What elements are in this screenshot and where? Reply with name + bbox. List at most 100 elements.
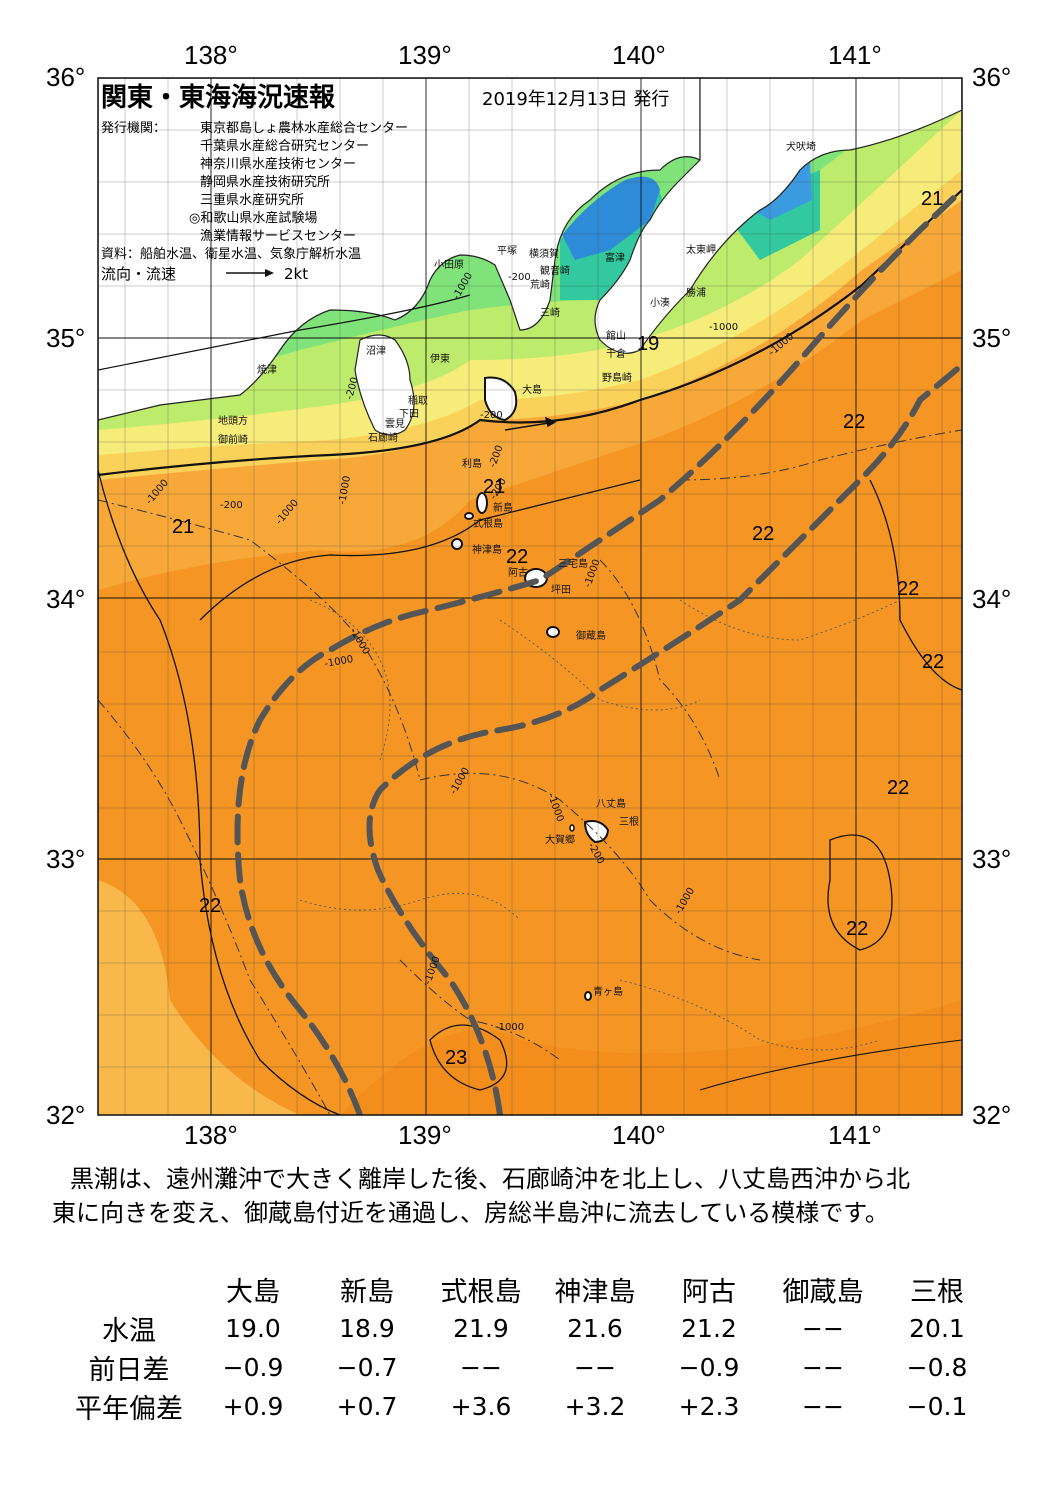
issuer: 漁業情報サービスセンター: [200, 228, 356, 244]
place-label: 富津: [605, 251, 625, 264]
table-cell: −−: [460, 1353, 502, 1382]
table-cell: +3.2: [564, 1392, 626, 1421]
place-label: 横須賀: [529, 247, 559, 260]
place-label: 稲取: [408, 395, 428, 407]
table-cell: −0.9: [222, 1353, 284, 1382]
depth-label: -1000: [495, 1022, 524, 1033]
latitude-label: 32°: [972, 1100, 1012, 1130]
place-label: 千倉: [606, 347, 626, 360]
isotherm-label: 22: [887, 777, 909, 799]
place-label: 利島: [462, 457, 482, 470]
issuer: 神奈川県水産技術センター: [200, 156, 356, 172]
longitude-label: 141°: [828, 40, 882, 70]
isotherm-label: 21: [483, 476, 505, 498]
place-label: 雲見: [385, 418, 405, 430]
place-label: 伊東: [430, 352, 450, 365]
latitude-label: 36°: [972, 62, 1012, 92]
table-cell: +0.9: [222, 1392, 284, 1421]
current-scale-value: 2kt: [284, 265, 308, 283]
isotherm-label: 19: [637, 333, 659, 355]
table-cell: −0.9: [678, 1353, 740, 1382]
place-label: 観音崎: [540, 264, 570, 277]
longitude-label: 138°: [184, 40, 238, 70]
table-cell: −−: [574, 1353, 616, 1382]
table-cell: +0.7: [336, 1392, 398, 1421]
table-cell: 20.1: [909, 1314, 965, 1343]
issuer: 千葉県水産総合研究センター: [200, 138, 369, 154]
table-row: 平年偏差 +0.9 +0.7 +3.6 +3.2 +2.3 −− −0.1: [62, 1387, 994, 1426]
table-cell: −0.8: [906, 1353, 968, 1382]
table-cell: +2.3: [678, 1392, 740, 1421]
place-label: 館山: [606, 329, 626, 342]
column-header: 御蔵島: [782, 1277, 864, 1308]
depth-label: -200: [220, 500, 243, 511]
place-label: 小湊: [650, 296, 670, 309]
oshima-island: [484, 376, 518, 422]
table-cell: −−: [802, 1314, 844, 1343]
data-sources: 資料：船舶水温、衛星水温、気象庁解析水温: [101, 246, 361, 262]
place-label: 阿古: [508, 566, 528, 579]
table-cell: −0.7: [336, 1353, 398, 1382]
place-label: 石廊崎: [368, 431, 398, 444]
place-label: 荒崎: [530, 278, 550, 291]
isotherm-label: 22: [846, 918, 868, 940]
table-cell: −−: [802, 1392, 844, 1421]
issue-date: 2019年12月13日 発行: [482, 89, 669, 110]
table-row: 前日差 −0.9 −0.7 −− −− −0.9 −− −0.8: [62, 1348, 994, 1387]
isotherm-label: 22: [199, 895, 221, 917]
isotherm-label: 23: [445, 1047, 467, 1069]
description-line: 黒潮は、遠州灘沖で大きく離岸した後、石廊崎沖を北上し、八丈島西沖から北: [70, 1165, 910, 1193]
place-label: 三宅島: [558, 557, 588, 570]
sea-temperature-map: 関東・東海海況速報 2019年12月13日 発行 発行機関： 東京都島しょ農林水…: [97, 77, 963, 1116]
place-label: 平塚: [497, 245, 517, 257]
place-label: 八丈島: [596, 797, 626, 810]
place-label: 御蔵島: [576, 629, 606, 642]
table-cell: 21.2: [681, 1314, 737, 1343]
depth-label: -1000: [337, 475, 353, 506]
place-label: 勝浦: [686, 286, 706, 299]
latitude-label: 34°: [972, 584, 1012, 614]
table-cell: −−: [802, 1353, 844, 1382]
longitude-label: 139°: [398, 1120, 452, 1150]
latitude-label: 36°: [46, 62, 86, 92]
column-header: 神津島: [554, 1277, 636, 1308]
table-row: 水温 19.0 18.9 21.9 21.6 21.2 −− 20.1: [62, 1309, 994, 1348]
latitude-label: 33°: [972, 844, 1012, 874]
latitude-label: 35°: [972, 323, 1012, 353]
longitude-label: 138°: [184, 1120, 238, 1150]
place-label: 地頭方: [218, 414, 248, 427]
place-label: 野島崎: [602, 371, 632, 384]
description-line: 東に向きを変え、御蔵島付近を通過し、房総半島沖に流去している模様です。: [52, 1199, 889, 1227]
table-cell: 19.0: [225, 1314, 281, 1343]
place-label: 式根島: [473, 517, 503, 530]
place-label: 沼津: [366, 344, 386, 357]
longitude-label: 140°: [612, 1120, 666, 1150]
table-cell: −0.1: [906, 1392, 968, 1421]
isotherm-label: 21: [172, 516, 194, 538]
place-label: 坪田: [551, 583, 571, 596]
map-title: 関東・東海海況速報: [101, 83, 336, 113]
column-header: 阿古: [682, 1277, 736, 1308]
depth-label: -1000: [324, 654, 355, 670]
isotherm-label: 21: [921, 188, 943, 210]
place-label: 三崎: [540, 306, 560, 319]
column-header: 式根島: [440, 1277, 522, 1308]
issuer: 東京都島しょ農林水産総合センター: [200, 120, 408, 136]
table-cell: +3.6: [450, 1392, 512, 1421]
row-label: 水温: [102, 1316, 156, 1347]
place-label: 神津島: [472, 543, 502, 556]
column-header: 新島: [340, 1277, 394, 1308]
table-cell: 18.9: [339, 1314, 395, 1343]
isotherm-label: 22: [752, 523, 774, 545]
issuer-label: 発行機関：: [101, 121, 166, 136]
longitude-label: 141°: [828, 1120, 882, 1150]
table-cell: 21.6: [567, 1314, 623, 1343]
table-cell: 21.9: [453, 1314, 509, 1343]
depth-label: -200: [508, 272, 531, 283]
place-label: 大賀郷: [545, 833, 575, 846]
place-label: 御前崎: [218, 433, 248, 446]
longitude-label: 139°: [398, 40, 452, 70]
current-legend-label: 流向・流速: [101, 265, 176, 283]
place-label: 小田原: [434, 259, 464, 271]
column-header: 大島: [226, 1277, 280, 1308]
